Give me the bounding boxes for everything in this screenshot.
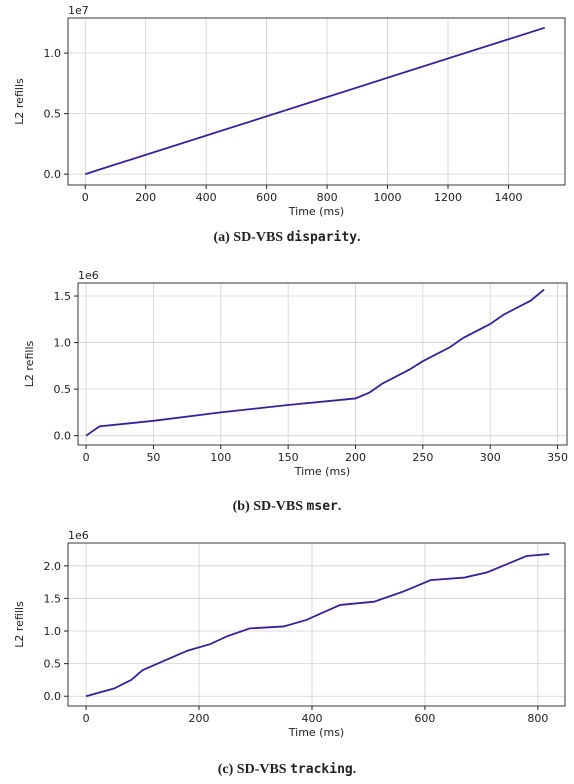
y-tick-label: 0.5 — [44, 658, 62, 671]
caption: (a) SD-VBS disparity. — [213, 230, 360, 245]
x-tick-label: 1200 — [434, 191, 462, 204]
x-tick-label: 350 — [547, 451, 568, 464]
offset-label: 1e6 — [68, 529, 89, 542]
offset-label: 1e7 — [68, 4, 89, 17]
caption: (b) SD-VBS mser. — [233, 499, 342, 514]
data-line — [84, 26, 546, 175]
x-tick-label: 200 — [345, 451, 366, 464]
y-tick-label: 1.5 — [54, 290, 72, 303]
x-tick-label: 1400 — [494, 191, 522, 204]
caption-suffix: . — [338, 499, 342, 514]
y-tick-label: 0.5 — [44, 108, 62, 121]
x-tick-label: 0 — [83, 451, 90, 464]
x-axis-label: Time (ms) — [288, 205, 344, 218]
x-tick-label: 600 — [256, 191, 277, 204]
caption-suffix: . — [357, 230, 361, 245]
x-tick-label: 200 — [189, 712, 210, 725]
x-tick-label: 200 — [135, 191, 156, 204]
x-tick-label: 150 — [278, 451, 299, 464]
x-axis-label: Time (ms) — [294, 465, 350, 478]
x-tick-label: 250 — [412, 451, 433, 464]
y-tick-label: 1.0 — [44, 625, 62, 638]
y-tick-label: 0.0 — [44, 168, 62, 181]
x-tick-label: 800 — [527, 712, 548, 725]
x-tick-label: 0 — [82, 191, 89, 204]
caption-prefix: (c) SD-VBS — [218, 762, 290, 777]
caption-code: mser — [307, 499, 338, 514]
y-tick-label: 1.5 — [44, 592, 62, 605]
y-tick-label: 1.0 — [44, 47, 62, 60]
x-axis-label: Time (ms) — [288, 726, 344, 739]
y-axis-label: L2 refills — [13, 601, 26, 648]
caption-prefix: (a) SD-VBS — [213, 230, 286, 245]
caption-code: tracking — [290, 762, 353, 777]
plot-frame — [77, 282, 568, 446]
x-tick-label: 1000 — [374, 191, 402, 204]
caption-prefix: (b) SD-VBS — [233, 499, 307, 514]
caption-suffix: . — [353, 762, 357, 777]
plot-frame — [67, 17, 566, 186]
data-line — [85, 553, 550, 698]
y-tick-label: 1.0 — [54, 337, 72, 350]
caption: (c) SD-VBS tracking. — [218, 762, 356, 777]
x-tick-label: 0 — [83, 712, 90, 725]
x-tick-label: 800 — [317, 191, 338, 204]
data-line — [85, 288, 545, 437]
y-axis-label: L2 refills — [13, 78, 26, 125]
x-tick-label: 400 — [196, 191, 217, 204]
y-tick-label: 0.0 — [54, 430, 72, 443]
y-tick-label: 0.5 — [54, 383, 72, 396]
x-tick-label: 600 — [414, 712, 435, 725]
y-axis-label: L2 refills — [23, 341, 36, 388]
offset-label: 1e6 — [78, 269, 99, 282]
y-tick-label: 0.0 — [44, 690, 62, 703]
x-tick-label: 100 — [210, 451, 231, 464]
caption-code: disparity — [287, 230, 358, 245]
x-tick-label: 50 — [146, 451, 160, 464]
plot-frame — [67, 542, 566, 707]
y-tick-label: 2.0 — [44, 560, 62, 573]
x-tick-label: 400 — [301, 712, 322, 725]
x-tick-label: 300 — [480, 451, 501, 464]
